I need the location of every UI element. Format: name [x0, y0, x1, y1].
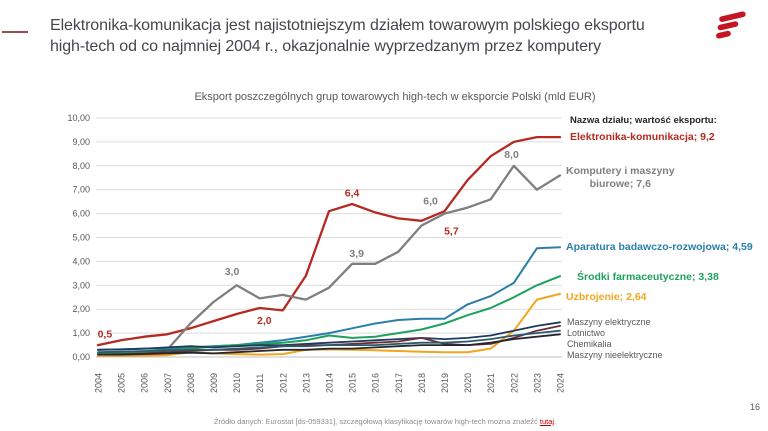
accent-rule [2, 31, 28, 33]
point-label: 8,0 [504, 149, 519, 161]
y-axis-tick: 2,00 [72, 304, 90, 314]
brand-logo-icon [716, 11, 746, 39]
footer-source-text: Źródło danych: Eurostat [ds-059331], szc… [60, 417, 710, 426]
series-label-6: Lotnictwo [567, 328, 606, 338]
series-label-0: Elektronika-komunikacja; 9,2 [570, 131, 715, 143]
series-label-1: Komputery i maszyny biurowe; 7,6 [566, 165, 675, 190]
slide-title-line1: Elektronika-komunikacja jest najistotnie… [50, 17, 645, 34]
point-label: 0,5 [98, 328, 113, 340]
page-number: 16 [749, 402, 760, 412]
point-label: 6,4 [345, 187, 360, 199]
y-axis-tick: 4,00 [72, 256, 90, 266]
x-axis-tick: 2019 [440, 373, 450, 393]
series-label-8: Maszyny nieelektryczne [567, 350, 663, 360]
x-axis-tick: 2023 [532, 373, 542, 393]
point-label: 2,0 [257, 315, 272, 327]
y-axis-tick: 10,00 [67, 113, 90, 123]
x-axis-tick: 2015 [348, 373, 358, 393]
brand-logo [712, 5, 756, 47]
x-axis-tick: 2009 [209, 373, 219, 393]
point-label: 5,7 [444, 226, 459, 238]
x-axis-tick: 2016 [371, 373, 381, 393]
y-axis-tick: 1,00 [72, 328, 90, 338]
x-axis-tick: 2006 [140, 373, 150, 393]
y-axis-tick: 9,00 [72, 137, 90, 147]
series-line-1 [96, 164, 562, 355]
x-axis-tick: 2007 [163, 373, 173, 393]
series-line-8 [97, 333, 561, 356]
x-axis-tick: 2011 [255, 374, 265, 393]
chart-title: Eksport poszczególnych grup towarowych h… [194, 91, 596, 103]
series-label-3: Środki farmaceutyczne; 3,38 [577, 271, 719, 283]
y-axis-tick: 3,00 [72, 280, 90, 290]
series-label-2: Aparatura badawczo-rozwojowa; 4,59 [566, 241, 753, 253]
slide-title-line2: high-tech od co najmniej 2004 r., okazjo… [50, 38, 602, 55]
y-axis-tick: 7,00 [72, 185, 90, 195]
slide-title: Elektronika-komunikacja jest najistotnie… [50, 15, 710, 57]
y-axis-tick: 0,00 [72, 352, 90, 362]
x-axis-tick: 2005 [117, 373, 127, 393]
x-axis-tick: 2014 [325, 373, 335, 393]
x-axis-tick: 2004 [94, 373, 104, 393]
x-axis-tick: 2008 [186, 373, 196, 393]
footer-link[interactable]: tutaj [539, 417, 555, 426]
series-line-0 [96, 135, 562, 347]
series-line-2 [97, 246, 561, 351]
x-axis-tick: 2020 [463, 373, 473, 393]
series-line-7 [97, 329, 561, 354]
series-label-4: Uzbrojenie; 2,64 [566, 291, 647, 303]
y-axis-tick: 8,00 [72, 161, 90, 171]
series-label-7: Chemikalia [567, 339, 612, 349]
footer-source-prefix: Źródło danych: Eurostat [ds-059331], szc… [213, 417, 540, 426]
x-axis-tick: 2024 [556, 373, 566, 393]
point-label: 3,0 [225, 266, 240, 278]
legend-header: Nazwa działu; wartość eksportu: [570, 115, 717, 126]
point-label: 3,9 [349, 248, 364, 260]
series-line-5 [97, 321, 561, 351]
x-axis-tick: 2018 [417, 373, 427, 393]
footer-source-suffix: . [554, 417, 557, 426]
series-label-5: Maszyny elektryczne [567, 317, 651, 327]
x-axis-tick: 2017 [394, 373, 404, 393]
y-axis-tick: 5,00 [72, 233, 90, 243]
point-label: 6,0 [423, 196, 438, 208]
y-axis-tick: 6,00 [72, 209, 90, 219]
x-axis-tick: 2013 [301, 373, 311, 393]
x-axis-tick: 2012 [278, 373, 288, 393]
x-axis-tick: 2010 [232, 373, 242, 393]
x-axis-tick: 2022 [509, 373, 519, 393]
x-axis-tick: 2021 [486, 373, 496, 393]
